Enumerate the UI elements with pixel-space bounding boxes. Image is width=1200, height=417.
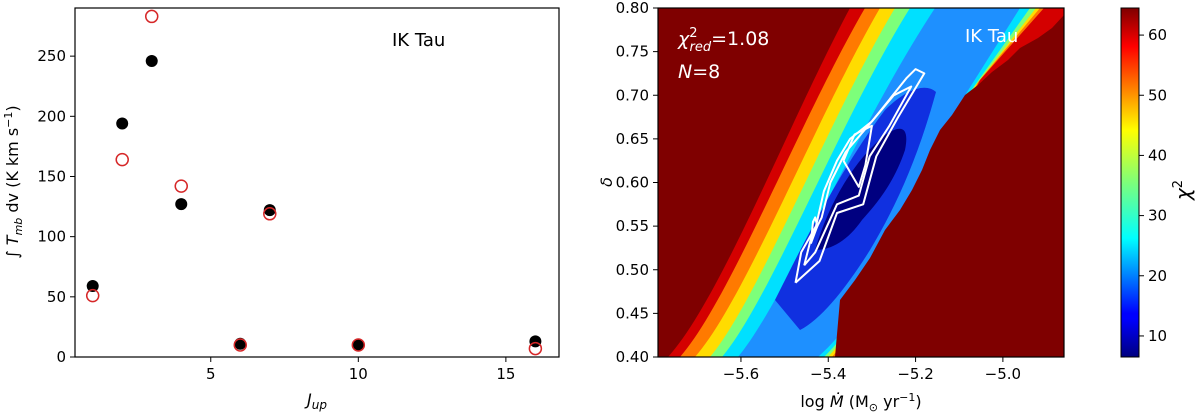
right-x-label-m: (M — [844, 392, 869, 411]
colorbar-label-sup: 2 — [1171, 180, 1186, 188]
right-x-label-close: ) — [915, 392, 921, 411]
colorbar-tick-label: 20 — [1148, 267, 1167, 285]
chi2-stat-value: =1.08 — [711, 28, 769, 50]
colorbar-ticks: 10 20 30 40 50 60 — [1139, 26, 1167, 345]
open-data-point — [174, 179, 188, 193]
right-x-tick-label: −5.2 — [897, 365, 933, 383]
left-y-label-rest: dv (K km s — [3, 128, 22, 218]
colorbar-tick-label: 10 — [1148, 327, 1167, 345]
left-plot-frame — [74, 7, 560, 358]
right-x-label-log: log — [800, 392, 829, 411]
colorbar: 10 20 30 40 50 60 χ2 — [1120, 7, 1195, 358]
left-y-label-close: ) — [3, 105, 22, 111]
left-y-tick-label: 250 — [37, 47, 66, 65]
left-x-tick-label: 15 — [496, 365, 515, 383]
chi2-contour-line — [794, 68, 926, 284]
open-data-point — [528, 341, 543, 356]
n-stat-label: N — [678, 61, 692, 83]
left-y-tick-label: 200 — [37, 107, 66, 125]
chi2-stat-chi: χ — [677, 28, 690, 50]
chi2-contour-line — [842, 124, 873, 188]
colorbar-gradient — [1120, 7, 1140, 358]
right-x-tick-label: −5.6 — [723, 365, 759, 383]
filled-data-point — [86, 279, 99, 292]
filled-data-point — [234, 337, 247, 350]
filled-data-point — [175, 198, 188, 211]
right-annotation: IK Tau — [965, 26, 1018, 47]
left-y-tick-label: 0 — [56, 348, 66, 366]
left-y-tick-label: 50 — [47, 288, 66, 306]
right-x-axis-label: log Ṁ (M⊙ yr−1) — [800, 391, 921, 414]
open-data-point — [115, 152, 129, 167]
right-x-tick-label: −5.4 — [810, 365, 846, 383]
left-x-axis-label: Jup — [304, 390, 327, 412]
right-y-tick-label: 0.80 — [616, 0, 649, 17]
left-x-label-sub: up — [312, 398, 328, 412]
right-x-tick-label: −5.0 — [985, 365, 1021, 383]
colorbar-tick-label: 30 — [1148, 207, 1167, 225]
n-stat-annotation: N=8 — [678, 61, 720, 83]
right-x-label-exp: −1 — [899, 391, 915, 404]
right-y-tick-label: 0.60 — [616, 174, 649, 192]
right-y-tick-label: 0.40 — [616, 348, 649, 366]
colorbar-tick-label: 40 — [1148, 146, 1167, 164]
open-data-point — [144, 9, 159, 24]
right-axis-ticks: −5.6 −5.4 −5.2 −5.0 0.40 0.45 0.50 0.55 0.60 0.65… — [616, 0, 1022, 383]
filled-data-point — [263, 204, 276, 217]
open-data-point — [263, 207, 277, 221]
right-y-tick-label: 0.75 — [616, 43, 649, 61]
filled-data-point — [145, 54, 158, 67]
left-x-label-main: J — [304, 390, 312, 409]
open-data-point — [233, 338, 248, 352]
left-y-label-integral: ∫ — [3, 245, 22, 258]
right-x-label-mdot: Ṁ — [830, 392, 844, 411]
chi2-contours — [794, 68, 926, 284]
right-y-tick-label: 0.50 — [616, 261, 649, 279]
left-y-label-mb: mb — [12, 218, 25, 236]
left-y-axis-label: ∫ Tmb dv (K km s−1) — [2, 105, 25, 258]
chi2-stat-sub: red — [690, 40, 712, 55]
filled-data-point — [116, 117, 129, 130]
filled-data-point — [352, 338, 365, 351]
right-y-tick-label: 0.55 — [616, 217, 649, 235]
colorbar-tick-label: 60 — [1148, 26, 1167, 44]
left-x-tick-label: 5 — [206, 365, 216, 383]
left-plot-area — [74, 7, 560, 358]
right-y-tick-label: 0.45 — [616, 304, 649, 322]
chi2-contour-line — [809, 216, 819, 244]
right-y-tick-label: 0.70 — [616, 86, 649, 104]
n-stat-value: =8 — [692, 61, 720, 83]
chi2-stat-sup: 2 — [689, 26, 697, 41]
heatmap-chart: −5.6 −5.4 −5.2 −5.0 0.40 0.45 0.50 0.55 0.60 0.65… — [600, 0, 1195, 414]
left-y-label-T: T — [3, 234, 22, 245]
chi2-stat-annotation: χ2 red=1.08 — [677, 26, 769, 55]
right-x-label-yr: yr — [878, 392, 900, 411]
colorbar-tick-label: 50 — [1148, 86, 1167, 104]
left-data-points — [85, 9, 543, 356]
left-y-tick-label: 100 — [37, 228, 66, 246]
heatmap-staircase-edge — [835, 15, 1064, 357]
open-data-point — [85, 288, 100, 303]
chi2-contour-line — [803, 85, 913, 267]
filled-data-point — [529, 335, 542, 348]
right-y-tick-label: 0.65 — [616, 130, 649, 148]
right-x-label-sun: ⊙ — [869, 401, 878, 414]
left-x-tick-label: 10 — [349, 365, 368, 383]
left-y-label-exp: −1 — [2, 112, 15, 128]
colorbar-label-chi: χ — [1171, 187, 1195, 201]
left-y-tick-label: 150 — [37, 167, 66, 185]
right-y-axis-label: δ — [600, 177, 616, 187]
open-data-point — [351, 338, 366, 352]
colorbar-label: χ2 — [1171, 180, 1195, 201]
left-annotation: IK Tau — [392, 30, 445, 51]
